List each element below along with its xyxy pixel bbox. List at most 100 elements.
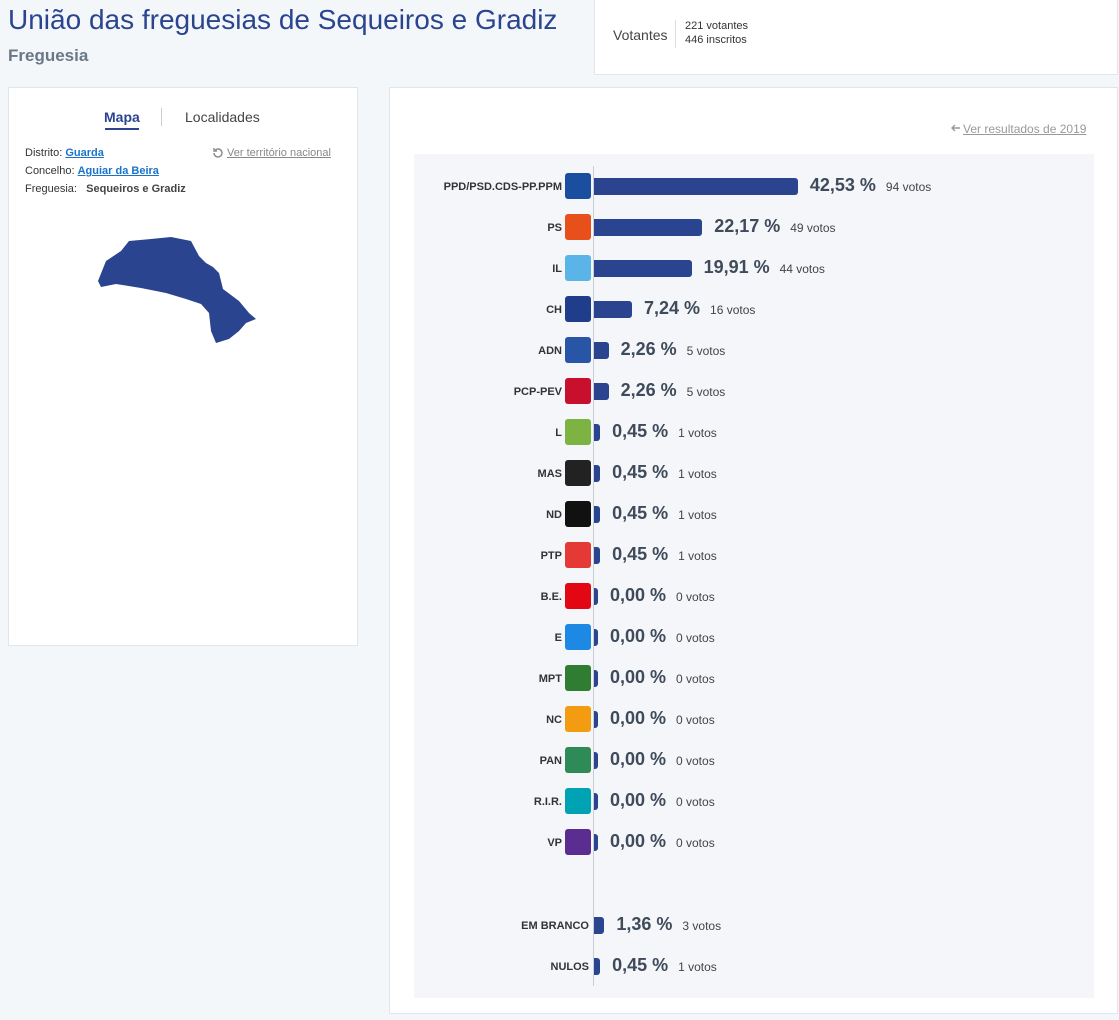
bar bbox=[594, 670, 598, 687]
value-label: 7,24 % bbox=[644, 298, 701, 318]
tab-underline bbox=[105, 128, 139, 130]
votes-label: 5 votos bbox=[686, 344, 726, 358]
votes-label: 0 votos bbox=[676, 754, 715, 768]
party-logo bbox=[565, 460, 591, 486]
turnout-label: Votantes bbox=[613, 27, 668, 43]
party-logo bbox=[565, 419, 591, 445]
party-label: R.I.R. bbox=[533, 796, 562, 808]
votes-label: 1 votos bbox=[678, 549, 717, 563]
party-label: EM BRANCO bbox=[521, 920, 589, 932]
turnout-voters: 221 votantes bbox=[685, 20, 748, 32]
party-label: MPT bbox=[538, 673, 562, 685]
location-link[interactable]: Aguiar da Beira bbox=[77, 165, 159, 177]
party-logo bbox=[565, 829, 591, 855]
value-label: 0,00 % bbox=[610, 667, 667, 687]
location-link[interactable]: Guarda bbox=[65, 147, 104, 159]
votes-label: 0 votos bbox=[676, 672, 715, 686]
value-label: 0,00 % bbox=[610, 749, 667, 769]
votes-label: 49 votos bbox=[790, 221, 836, 235]
value-label: 0,45 % bbox=[612, 421, 669, 441]
party-logo bbox=[565, 378, 591, 404]
turnout-registered: 446 inscritos bbox=[685, 34, 747, 46]
party-logo bbox=[565, 788, 591, 814]
bar bbox=[594, 834, 598, 851]
chart-area bbox=[414, 154, 1094, 998]
party-label: VP bbox=[547, 837, 562, 849]
bar bbox=[594, 424, 601, 441]
party-label: NC bbox=[546, 714, 562, 726]
arrow-icon bbox=[951, 124, 960, 132]
party-logo bbox=[565, 214, 591, 240]
votes-label: 1 votos bbox=[678, 467, 717, 481]
party-logo bbox=[565, 296, 591, 322]
bar bbox=[594, 219, 703, 236]
party-logo bbox=[565, 665, 591, 691]
bar bbox=[594, 506, 601, 523]
tab[interactable]: Localidades bbox=[185, 109, 260, 125]
map bbox=[98, 237, 256, 343]
votes-label: 1 votos bbox=[678, 426, 717, 440]
previous-results-link[interactable]: Ver resultados de 2019 bbox=[963, 122, 1087, 136]
party-label: PCP-PEV bbox=[513, 386, 562, 398]
national-link[interactable]: Ver território nacional bbox=[227, 147, 331, 159]
party-label: L bbox=[555, 427, 562, 439]
bar bbox=[594, 547, 601, 564]
votes-label: 0 votos bbox=[676, 590, 715, 604]
location-value: Sequeiros e Gradiz bbox=[86, 183, 186, 195]
bar bbox=[594, 383, 609, 400]
location-row: Distrito: Guarda bbox=[25, 147, 104, 159]
value-label: 42,53 % bbox=[809, 175, 876, 195]
party-label: PPD/PSD.CDS-PP.PPM bbox=[443, 181, 562, 193]
party-logo bbox=[565, 173, 591, 199]
reset-icon bbox=[213, 148, 223, 158]
votes-label: 3 votos bbox=[682, 919, 722, 933]
value-label: 0,00 % bbox=[610, 708, 667, 728]
party-logo bbox=[565, 747, 591, 773]
location-label: Distrito: bbox=[25, 147, 63, 159]
votes-label: 1 votos bbox=[678, 508, 717, 522]
value-label: 22,17 % bbox=[714, 216, 781, 236]
value-label: 0,00 % bbox=[610, 790, 667, 810]
party-label: E bbox=[554, 632, 562, 644]
location-row: Concelho: Aguiar da Beira bbox=[25, 165, 159, 177]
party-label: ND bbox=[546, 509, 562, 521]
axis-line bbox=[593, 166, 594, 986]
bar bbox=[594, 711, 598, 728]
divider bbox=[161, 108, 162, 126]
value-label: 0,00 % bbox=[610, 831, 667, 851]
bar bbox=[594, 958, 601, 975]
value-label: 19,91 % bbox=[703, 257, 770, 277]
value-label: 0,45 % bbox=[612, 544, 669, 564]
party-label: B.E. bbox=[540, 591, 562, 603]
party-logo bbox=[565, 337, 591, 363]
bar bbox=[594, 301, 633, 318]
value-label: 0,45 % bbox=[612, 955, 669, 975]
votes-label: 0 votos bbox=[676, 631, 715, 645]
party-label: PTP bbox=[540, 550, 562, 562]
turnout-card: Votantes 221 votantes 446 inscritos bbox=[594, 0, 1118, 75]
bar bbox=[594, 629, 598, 646]
votes-label: 0 votos bbox=[676, 836, 715, 850]
votes-label: 1 votos bbox=[678, 960, 717, 974]
parish-shape[interactable] bbox=[98, 237, 256, 343]
bar bbox=[594, 260, 692, 277]
value-label: 0,45 % bbox=[612, 503, 669, 523]
votes-label: 94 votos bbox=[885, 180, 932, 194]
bar bbox=[594, 793, 598, 810]
bar bbox=[594, 917, 605, 934]
party-logo bbox=[565, 706, 591, 732]
tab[interactable]: Mapa bbox=[104, 109, 140, 125]
value-label: 0,00 % bbox=[610, 585, 667, 605]
votes-label: 0 votos bbox=[676, 795, 715, 809]
votes-label: 0 votos bbox=[676, 713, 715, 727]
party-logo bbox=[565, 583, 591, 609]
results-card: Ver resultados de 2019 PPD/PSD.CDS-PP.PP… bbox=[389, 87, 1118, 1014]
divider bbox=[675, 20, 676, 48]
sidebar: Mapa Localidades Ver território nacional… bbox=[8, 87, 358, 646]
votes-label: 44 votos bbox=[779, 262, 825, 276]
value-label: 2,26 % bbox=[620, 339, 677, 359]
page-subtitle: Freguesia bbox=[8, 46, 89, 65]
value-label: 0,45 % bbox=[612, 462, 669, 482]
party-logo bbox=[565, 542, 591, 568]
